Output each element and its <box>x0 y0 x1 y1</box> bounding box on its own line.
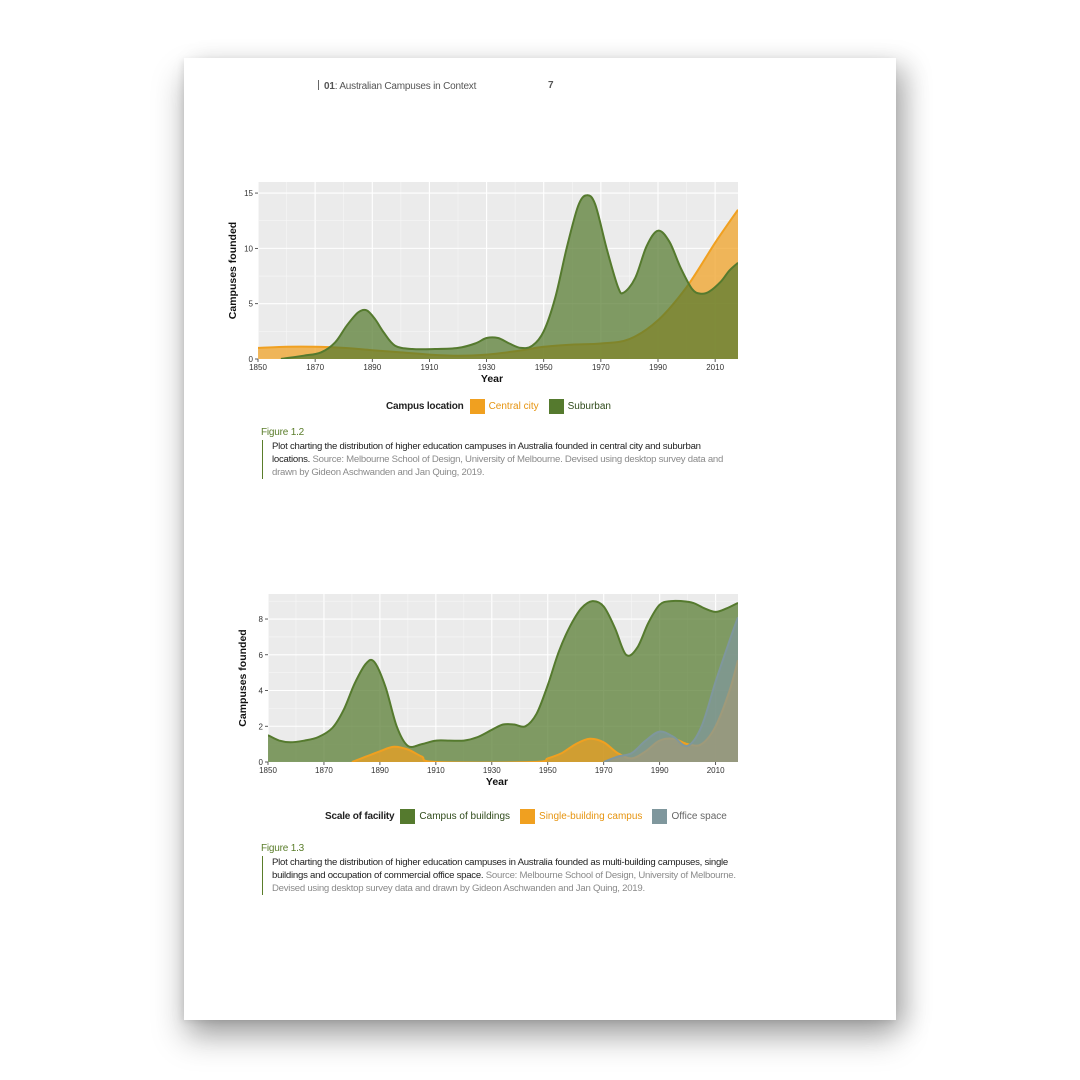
x-tick-label: 1990 <box>651 766 669 775</box>
y-axis-label: Campuses founded <box>227 222 239 319</box>
legend-label: Central city <box>488 401 539 412</box>
page-number: 7 <box>548 80 554 91</box>
series-campus-of-buildings <box>268 599 738 762</box>
y-tick-label: 4 <box>259 687 264 696</box>
x-tick-label: 1850 <box>259 766 277 775</box>
y-tick-label: 2 <box>259 722 264 731</box>
chart-campus-location: 1850 1870 1890 1910 1930 1950 1970 1990 2010 0 5 10… <box>227 182 738 385</box>
x-tick-label: 1870 <box>315 766 333 775</box>
x-tick-label: 1850 <box>249 363 267 372</box>
legend-swatch <box>652 809 668 824</box>
x-tick-label: 2010 <box>706 363 724 372</box>
series-line <box>268 599 738 749</box>
legend-title: Campus location <box>386 401 464 412</box>
figure-caption: Plot charting the distribution of higher… <box>262 440 740 479</box>
x-tick-label: 1870 <box>306 363 324 372</box>
y-tick-label: 8 <box>259 615 264 624</box>
chart-scale-of-facility: 1850 1870 1890 1910 1930 1950 1970 1990 2010 0 2 4 6… <box>237 594 738 788</box>
x-tick-label: 1890 <box>371 766 389 775</box>
legend-swatch <box>520 809 536 824</box>
caption-text: Plot charting the distribution of higher… <box>272 441 701 465</box>
legend-scale-of-facility: Scale of facility Campus of buildings Sin… <box>325 809 737 824</box>
legend-campus-location: Campus location Central city Suburban <box>386 399 621 414</box>
x-tick-label: 1950 <box>539 766 557 775</box>
y-tick-label: 0 <box>249 355 254 364</box>
x-tick-label: 1930 <box>478 363 496 372</box>
x-tick-label: 2010 <box>707 766 725 775</box>
x-tick-label: 1910 <box>427 766 445 775</box>
section-title: : Australian Campuses in Context <box>334 81 477 92</box>
y-tick-label: 15 <box>244 189 253 198</box>
y-tick-label: 5 <box>249 300 254 309</box>
legend-item: Campus of buildings <box>400 809 510 824</box>
caption-source: Source: Melbourne School of Design, Univ… <box>272 454 724 478</box>
legend-label: Office space <box>671 811 727 822</box>
figure-caption: Plot charting the distribution of higher… <box>262 856 750 895</box>
running-head: 01: Australian Campuses in Context <box>318 80 556 92</box>
legend-item: Single-building campus <box>520 809 642 824</box>
legend-label: Suburban <box>567 401 611 412</box>
x-tick-label: 1910 <box>421 363 439 372</box>
x-tick-label: 1970 <box>592 363 610 372</box>
legend-item: Office space <box>652 809 727 824</box>
series-area <box>268 600 738 762</box>
section-number: 01 <box>324 81 335 92</box>
figure-label: Figure 1.2 <box>261 427 305 438</box>
series-area <box>280 195 738 359</box>
legend-swatch <box>469 399 485 414</box>
running-head-rule <box>318 80 319 90</box>
x-tick-label: 1990 <box>649 363 667 372</box>
series-line <box>280 194 738 359</box>
legend-label: Single-building campus <box>539 811 643 822</box>
series-area <box>603 617 738 762</box>
x-axis-label: Year <box>481 373 503 385</box>
caption-source: Source: Melbourne School of Design, Univ… <box>272 870 736 894</box>
series-suburban <box>280 194 738 359</box>
figure-label: Figure 1.3 <box>261 843 305 854</box>
x-tick-label: 1950 <box>535 363 553 372</box>
legend-swatch <box>400 809 416 824</box>
x-tick-label: 1930 <box>483 766 501 775</box>
legend-item: Suburban <box>548 399 611 414</box>
series-line <box>603 616 738 762</box>
y-tick-label: 0 <box>259 758 264 767</box>
caption-text: Plot charting the distribution of higher… <box>272 857 729 881</box>
y-axis-label: Campuses founded <box>237 629 249 726</box>
legend-swatch <box>548 399 564 414</box>
x-tick-label: 1890 <box>363 363 381 372</box>
x-tick-label: 1970 <box>595 766 613 775</box>
y-tick-label: 6 <box>259 651 264 660</box>
legend-title: Scale of facility <box>325 811 395 822</box>
y-tick-label: 10 <box>244 244 253 253</box>
legend-item: Central city <box>469 399 539 414</box>
legend-label: Campus of buildings <box>419 811 511 822</box>
series-office-space <box>603 616 738 762</box>
x-axis-label: Year <box>486 776 508 788</box>
